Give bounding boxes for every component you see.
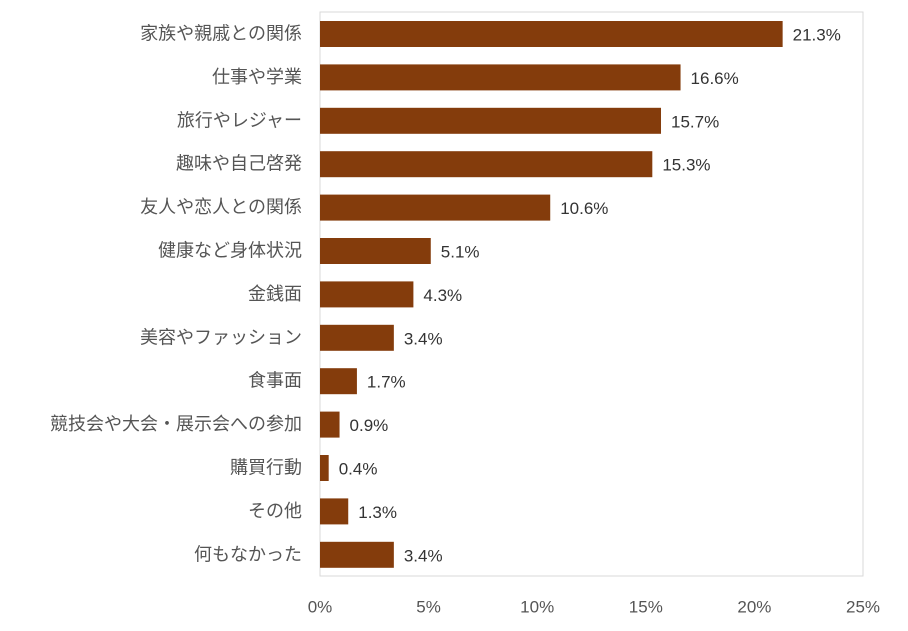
x-tick-label: 25% [846,598,880,617]
category-label: 金銭面 [248,284,302,305]
value-label: 1.3% [358,503,397,522]
bar [320,238,431,264]
category-label: 健康など身体状況 [158,241,302,262]
category-label: 趣味や自己啓発 [176,154,302,175]
category-label: 仕事や学業 [212,67,302,88]
category-label: 何もなかった [194,544,302,565]
value-label: 3.4% [404,546,443,565]
value-label: 0.9% [350,416,389,435]
category-label: その他 [248,501,302,522]
category-label: 美容やファッション [140,327,302,348]
x-tick-label: 0% [308,598,333,617]
category-label: 友人や恋人との関係 [140,196,302,218]
category-label: 家族や親戚との関係 [140,24,302,45]
category-label: 旅行やレジャー [177,110,302,131]
value-label: 10.6% [560,199,608,218]
bar [320,411,340,438]
category-label: 購買行動 [230,458,302,479]
bar [320,21,783,47]
value-label: 21.3% [793,26,841,45]
bar [320,64,681,91]
bar [320,107,662,134]
value-label: 5.1% [441,243,480,262]
bar [320,455,329,481]
category-labels: 家族や親戚との関係仕事や学業旅行やレジャー趣味や自己啓発友人や恋人との関係健康な… [50,24,302,566]
x-tick-label: 5% [416,598,441,617]
bar [320,541,394,568]
value-label: 16.6% [691,69,739,88]
bar [320,368,357,395]
bar [320,498,349,525]
value-label: 4.3% [423,286,462,305]
x-tick-label: 10% [520,598,554,617]
value-label: 0.4% [339,460,378,479]
value-label: 15.3% [662,156,710,175]
category-label: 競技会や大会・展示会への参加 [50,414,302,435]
x-tick-label: 15% [629,598,663,617]
category-label: 食事面 [248,371,302,392]
x-axis-ticks: 0% 5% 10% 15% 20% 25% [308,598,880,617]
bars-group [320,21,783,568]
bar [320,281,414,308]
bar [320,151,653,178]
value-label: 1.7% [367,373,406,392]
bar [320,194,551,221]
value-labels: 21.3% 16.6% 15.7% 15.3% 10.6% 5.1% 4.3% 3.4% 1.7… [339,26,841,566]
bar [320,324,394,351]
value-label: 3.4% [404,329,443,348]
value-label: 15.7% [671,112,719,131]
x-tick-label: 20% [737,598,771,617]
